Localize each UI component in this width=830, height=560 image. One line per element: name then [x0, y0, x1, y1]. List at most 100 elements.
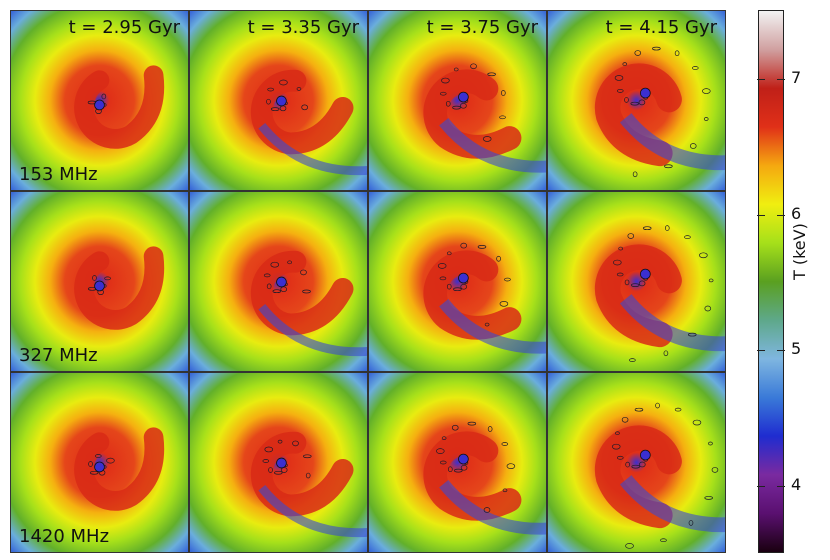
radio-contour: [439, 460, 447, 465]
radio-contour: [708, 441, 713, 446]
colorbar-title: T (keV): [790, 223, 809, 280]
radio-contour: [704, 305, 712, 312]
radio-contour: [622, 62, 628, 66]
radio-contour: [441, 436, 447, 441]
radio-contour: [625, 543, 634, 549]
radio-contour: [708, 278, 714, 283]
colorbar-tick: [777, 78, 785, 80]
radio-contour: [95, 454, 102, 458]
radio-contour: [300, 269, 307, 276]
colorbar-tick: [757, 486, 765, 488]
radio-contour: [451, 424, 459, 431]
hot-spiral-arm: [74, 427, 165, 511]
radio-contour: [263, 273, 271, 278]
cluster-core: [94, 280, 105, 292]
colorbar-tick: [777, 214, 785, 216]
radio-contour: [504, 277, 511, 282]
radio-contour: [441, 77, 450, 84]
radio-contour: [616, 272, 624, 277]
radio-contour: [89, 470, 99, 475]
radio-contour: [483, 507, 491, 513]
cold-tail: [258, 484, 367, 538]
radio-contour: [101, 93, 107, 100]
radio-contour: [632, 171, 638, 178]
radio-contour: [484, 322, 490, 327]
radio-contour: [287, 260, 292, 265]
colorbar-tick: [777, 486, 785, 488]
radio-contour: [615, 431, 620, 436]
radio-contour: [270, 261, 280, 268]
cold-tail: [619, 294, 725, 352]
radio-contour: [454, 468, 463, 473]
radio-contour: [279, 79, 288, 86]
cluster-core: [640, 87, 651, 99]
radio-contour: [446, 251, 452, 256]
colorbar-tick-label: 5: [791, 339, 802, 359]
cold-tail: [619, 113, 725, 171]
temperature-map: [548, 373, 725, 552]
radio-contour: [303, 454, 312, 459]
radio-contour: [452, 105, 461, 110]
radio-contour: [88, 461, 93, 467]
radio-contour: [104, 276, 111, 281]
radio-contour: [688, 520, 694, 526]
simulation-panel: t = 4.15 Gyr: [547, 10, 726, 191]
radio-contour: [616, 89, 624, 93]
radio-contour: [453, 67, 459, 72]
cluster-core: [458, 91, 469, 103]
radio-contour: [692, 66, 699, 70]
radio-contour: [448, 466, 453, 473]
simulation-panel: t = 3.75 Gyr: [368, 10, 547, 191]
radio-contour: [506, 463, 516, 469]
radio-contour: [631, 464, 640, 469]
radio-contour: [624, 97, 629, 103]
colorbar-tick: [757, 78, 765, 80]
temperature-map: [369, 11, 546, 190]
radio-contour: [439, 276, 447, 281]
cold-tail: [439, 298, 546, 354]
colorbar-tick-label: 7: [791, 67, 802, 87]
cold-tail: [439, 479, 546, 535]
radio-contour: [663, 350, 669, 357]
temperature-map: [548, 11, 725, 190]
radio-contour: [639, 461, 646, 468]
radio-contour: [499, 301, 509, 307]
radio-contour: [674, 407, 682, 412]
radio-contour: [272, 289, 282, 294]
radio-contour: [699, 252, 708, 259]
radio-contour: [268, 467, 273, 473]
radio-contour: [266, 283, 272, 290]
temperature-map: [11, 192, 188, 371]
radio-contour: [302, 289, 311, 294]
radio-contour: [501, 90, 506, 96]
cluster-core: [94, 461, 105, 473]
cluster-core: [94, 99, 105, 111]
temperature-colorbar: [757, 10, 785, 553]
radio-contour: [453, 287, 462, 292]
radio-contour: [460, 242, 467, 249]
cluster-core: [276, 276, 287, 288]
radio-contour: [460, 283, 467, 290]
radio-contour: [629, 358, 636, 362]
radio-contour: [660, 538, 667, 543]
hot-spiral-arm: [594, 244, 682, 348]
radio-contour: [621, 416, 629, 423]
radio-contour: [689, 143, 697, 149]
radio-contour: [704, 496, 713, 500]
hot-spiral-arm: [594, 425, 682, 529]
colorbar-tick: [757, 214, 765, 216]
simulation-panel: [189, 372, 368, 553]
hot-spiral-arm: [74, 246, 165, 330]
radio-contour: [270, 107, 280, 111]
radio-contour: [634, 407, 644, 412]
temperature-map: [11, 373, 188, 552]
cluster-core: [276, 457, 287, 469]
radio-contour: [624, 279, 630, 286]
time-label: t = 3.35 Gyr: [247, 17, 359, 38]
temperature-map: [369, 192, 546, 371]
temperature-map: [369, 373, 546, 552]
radio-contour: [301, 104, 308, 111]
hot-spiral-arm: [594, 63, 682, 167]
cold-tail: [619, 475, 725, 533]
simulation-panel: 327 MHz: [10, 191, 189, 372]
